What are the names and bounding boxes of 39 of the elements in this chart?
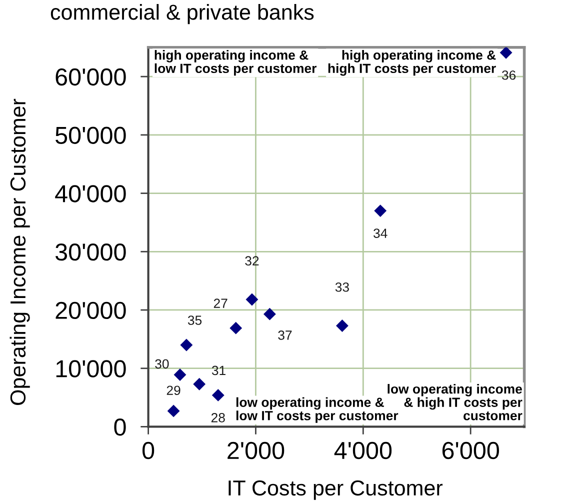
- y-tick-label: 40'000: [55, 185, 126, 202]
- annotation: high operating income & high IT costs per customer: [328, 50, 496, 76]
- x-tick-label: 6'000: [442, 442, 499, 460]
- annotation: 37: [278, 330, 292, 340]
- annotation: 36: [502, 70, 516, 80]
- y-tick-label: 0: [114, 418, 126, 436]
- x-tick-label: 0: [142, 442, 154, 460]
- point: [174, 368, 186, 381]
- y-tick-label: 50'000: [56, 126, 126, 144]
- chart-title: commercial & private banks: [50, 4, 314, 24]
- annotation: 29: [166, 386, 180, 396]
- annotation: 33: [335, 282, 349, 292]
- annotation: high operating income & low IT costs per customer: [154, 50, 317, 76]
- point: [180, 338, 193, 352]
- point: [336, 320, 348, 332]
- point: [193, 378, 206, 390]
- y-tick-label: 10'000: [56, 360, 126, 378]
- annotation: 31: [212, 366, 226, 376]
- point: [374, 204, 387, 217]
- annotation: low operating income & low IT costs per customer: [236, 397, 398, 423]
- annotation: 30: [155, 359, 169, 369]
- annotation: 27: [214, 298, 228, 308]
- y-tick-label: 20'000: [56, 302, 126, 320]
- x-tick-label: 4'000: [334, 442, 392, 460]
- y-axis-title: Operating Income per Customer: [10, 98, 30, 405]
- annotation: 34: [374, 228, 388, 238]
- point: [263, 308, 276, 320]
- y-tick-label: 60'000: [56, 68, 126, 86]
- annotation: 28: [211, 413, 225, 422]
- point: [500, 47, 512, 59]
- y-tick-label: 30'000: [55, 243, 126, 261]
- point: [246, 293, 258, 306]
- annotation: 32: [245, 256, 259, 266]
- point: [230, 322, 242, 334]
- point: [212, 388, 224, 402]
- x-axis-title: IT Costs per Customer: [228, 480, 443, 500]
- point: [167, 404, 180, 418]
- x-tick-label: 2'000: [228, 442, 284, 460]
- annotation: 35: [188, 316, 202, 325]
